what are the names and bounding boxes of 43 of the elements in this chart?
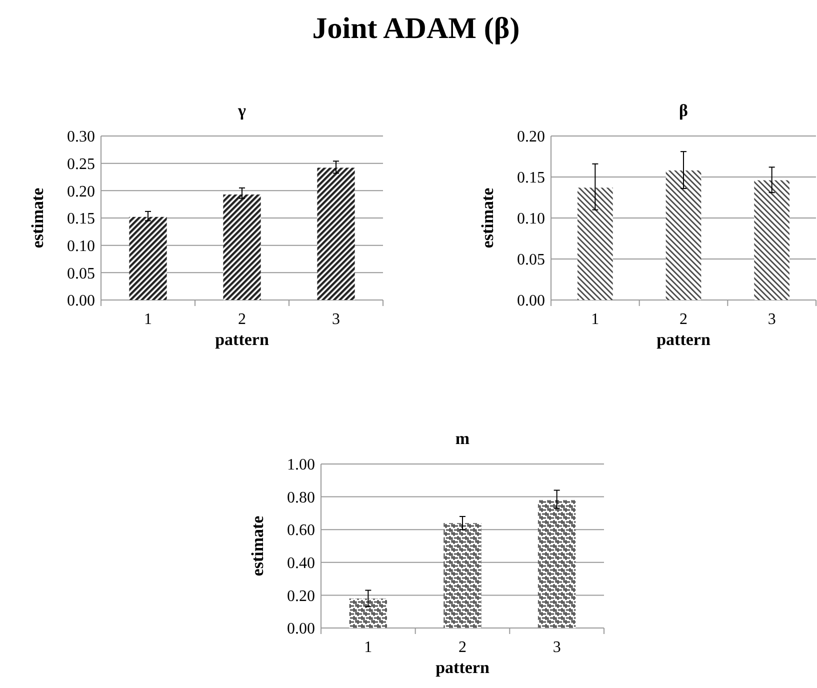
y-tick-label: 0.40	[287, 555, 315, 572]
chart-title: β	[679, 101, 688, 120]
x-tick-label: 1	[144, 311, 152, 328]
y-tick-label: 0.15	[517, 170, 545, 187]
y-tick-label: 0.00	[67, 292, 95, 310]
bar	[317, 168, 355, 300]
y-tick-label: 0.15	[67, 210, 95, 228]
chart-title: m	[455, 429, 470, 448]
bar	[129, 216, 167, 300]
y-tick-label: 0.05	[67, 265, 95, 282]
bar	[349, 598, 388, 628]
x-axis-title: pattern	[215, 330, 270, 349]
y-tick-label: 0.25	[67, 156, 95, 173]
x-tick-label: 1	[364, 639, 372, 656]
y-tick-label: 0.10	[67, 238, 95, 255]
x-tick-label: 2	[238, 311, 246, 328]
y-tick-label: 0.80	[287, 489, 315, 506]
y-axis-title: estimate	[28, 187, 47, 248]
x-tick-label: 2	[680, 311, 688, 328]
y-axis-title: estimate	[248, 515, 267, 576]
y-tick-label: 0.05	[517, 252, 545, 269]
chart-title: γ	[237, 101, 246, 120]
x-tick-label: 3	[552, 639, 561, 656]
y-tick-label: 0.00	[517, 292, 545, 310]
y-axis-title: estimate	[478, 187, 497, 248]
y-tick-label: 0.00	[287, 620, 315, 638]
bar	[444, 523, 482, 628]
x-tick-label: 2	[458, 639, 466, 656]
bar	[223, 194, 261, 300]
y-tick-label: 0.60	[287, 522, 315, 540]
y-tick-label: 1.00	[287, 456, 315, 474]
x-tick-label: 3	[768, 311, 776, 328]
y-tick-label: 0.20	[287, 588, 315, 605]
y-tick-label: 0.30	[67, 128, 95, 146]
y-tick-label: 0.10	[517, 210, 545, 228]
y-tick-label: 0.20	[67, 183, 95, 200]
x-tick-label: 3	[332, 311, 340, 328]
text: Joint ADAM (β)	[312, 12, 520, 45]
y-tick-label: 0.20	[517, 128, 545, 146]
x-axis-title: pattern	[436, 658, 490, 677]
x-axis-title: pattern	[656, 330, 711, 349]
x-tick-label: 1	[591, 311, 600, 328]
bar	[538, 500, 576, 628]
